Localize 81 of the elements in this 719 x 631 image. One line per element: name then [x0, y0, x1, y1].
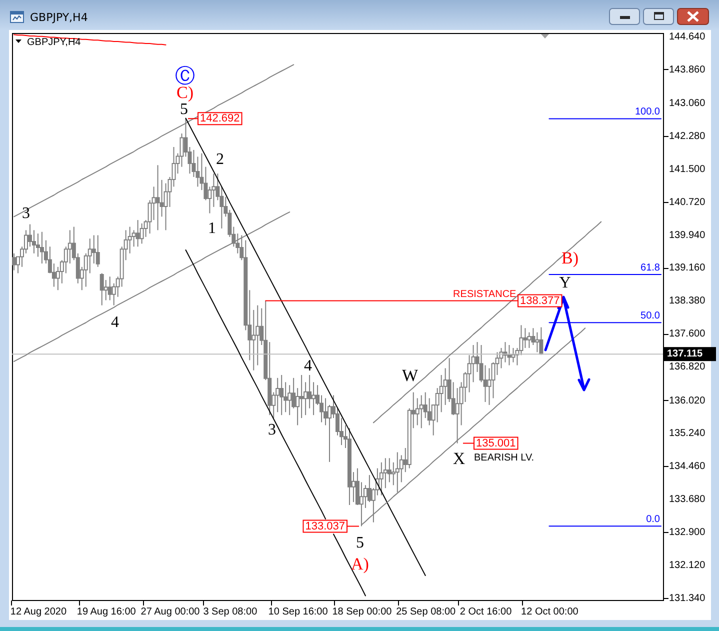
- y-tick-label: 143.860: [669, 64, 706, 76]
- candlestick: [312, 382, 316, 416]
- chart-title: GBPJPY,H4: [27, 37, 82, 48]
- annotation: 3: [268, 422, 276, 439]
- series-label: 50.0: [640, 310, 660, 322]
- y-tick-label: 142.280: [669, 131, 706, 142]
- y-tick-label: 131.340: [669, 592, 706, 604]
- y-tick-label: 138.380: [669, 296, 706, 307]
- x-tick-label: 27 Aug 00:00: [140, 606, 200, 618]
- annotation: 2: [216, 151, 224, 168]
- candlestick: [523, 328, 528, 348]
- annotation: 5: [356, 534, 364, 552]
- candlestick: [419, 394, 424, 429]
- legend-label: RESISTANCE: [453, 288, 517, 300]
- annotation: 4: [111, 314, 119, 331]
- annotation: 1: [208, 220, 216, 237]
- annotation: Ⓒ: [175, 64, 195, 88]
- candlestick: [52, 263, 56, 288]
- annotation: W: [402, 366, 419, 385]
- annotation: A): [351, 554, 369, 574]
- annotation: 3: [22, 204, 30, 222]
- x-tick-label: 12 Aug 2020: [10, 606, 67, 618]
- candlestick: [527, 332, 532, 348]
- candlestick: [252, 309, 256, 371]
- candlestick: [40, 231, 44, 264]
- y-tick-label: 139.940: [669, 230, 706, 241]
- candlestick: [12, 252, 16, 271]
- annotation: Y: [559, 274, 572, 292]
- x-tick-label: 25 Sep 08:00: [396, 606, 456, 618]
- candlestick: [136, 220, 140, 248]
- annotation: 133.037: [305, 520, 345, 532]
- y-tick-label: 137.600: [669, 328, 706, 340]
- y-tick-label: 143.060: [669, 98, 706, 110]
- series-label: 61.8: [640, 262, 660, 274]
- y-tick-label: 132.120: [669, 560, 706, 571]
- candlestick: [108, 276, 112, 301]
- line-series: [13, 34, 166, 46]
- y-tick-label: 140.720: [669, 196, 706, 208]
- annotation: B): [562, 248, 578, 268]
- annotation: 142.692: [200, 112, 240, 125]
- candlestick: [92, 234, 96, 264]
- x-tick-label: 19 Aug 16:00: [76, 606, 136, 618]
- annotation: BEARISH LV.: [474, 452, 534, 464]
- annotation: 135.001: [476, 437, 516, 450]
- candlestick: [156, 164, 160, 231]
- y-tick-label: 134.460: [669, 461, 706, 472]
- candlestick: [96, 234, 100, 268]
- candlestick: [140, 222, 144, 244]
- x-tick-label: 2 Oct 16:00: [460, 606, 512, 618]
- candlestick: [324, 398, 328, 426]
- y-tick-label: 136.820: [669, 362, 706, 373]
- x-tick-label: 18 Sep 00:00: [332, 606, 392, 618]
- candlestick: [507, 344, 512, 366]
- candlestick: [535, 332, 540, 353]
- x-tick-label: 12 Oct 00:00: [521, 606, 579, 618]
- y-tick-label: 136.020: [669, 395, 706, 406]
- candlestick: [395, 452, 400, 493]
- y-tick-label: 132.900: [669, 527, 706, 538]
- candlestick: [300, 374, 304, 419]
- x-tick-label: 10 Sep 16:00: [268, 606, 328, 618]
- line-series: [372, 221, 602, 424]
- ref-line-label: 137.115: [667, 348, 704, 360]
- annotation: 138.377: [520, 294, 560, 307]
- candlestick: [511, 347, 516, 363]
- y-tick-label: 135.240: [669, 428, 706, 440]
- candlestick: [539, 326, 544, 356]
- series-label: 100.0: [634, 106, 660, 118]
- y-tick-label: 133.680: [669, 494, 706, 506]
- candlestick: [288, 384, 292, 416]
- annotation: X: [452, 448, 466, 468]
- y-tick-label: 144.640: [669, 31, 706, 42]
- candlestick: [280, 374, 284, 416]
- y-tick-label: 141.500: [669, 164, 706, 175]
- candlestick: [100, 272, 104, 306]
- chart-title: GBPJPY,H4: [30, 11, 88, 24]
- candlestick: [379, 462, 384, 496]
- y-tick-label: 139.160: [669, 262, 706, 274]
- annotation: 4: [304, 358, 312, 375]
- series-label: 0.0: [646, 514, 660, 526]
- annotation: 5: [180, 101, 188, 118]
- x-tick-label: 3 Sep 08:00: [203, 606, 258, 618]
